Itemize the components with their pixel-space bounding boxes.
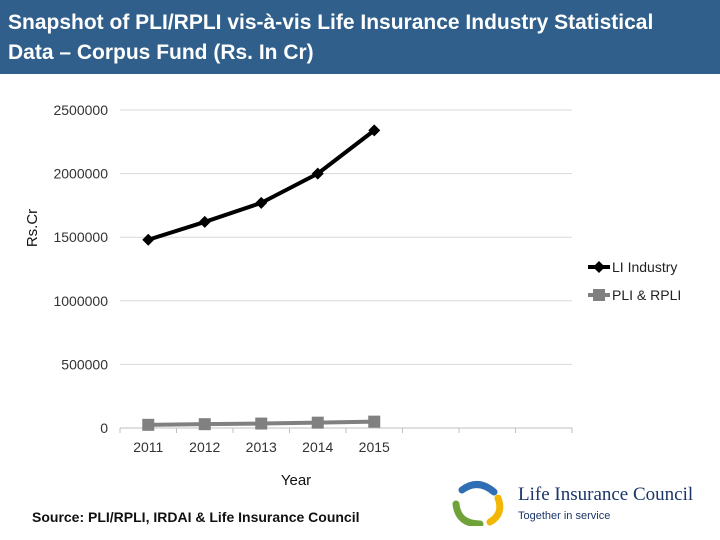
x-tick-label: 2014	[302, 439, 333, 455]
council-emblem-icon	[452, 481, 504, 528]
page-title: Snapshot of PLI/RPLI vis-à-vis Life Insu…	[8, 8, 710, 68]
x-tick-label: 2015	[359, 439, 390, 455]
legend-marker	[593, 261, 605, 273]
x-tick-label: 2013	[246, 439, 277, 455]
title-line-2: Data – Corpus Fund (Rs. In Cr)	[8, 41, 314, 64]
y-tick-label: 0	[100, 420, 108, 436]
data-point	[255, 196, 268, 209]
legend-label: LI Industry	[612, 259, 677, 275]
series-pli-rpli	[142, 415, 381, 431]
data-point	[142, 418, 155, 431]
x-tick-label: 2012	[189, 439, 220, 455]
x-axis-label: Year	[281, 472, 311, 489]
y-tick-label: 2500000	[53, 102, 108, 118]
data-point	[198, 215, 211, 228]
y-tick-label: 1500000	[53, 229, 108, 245]
life-insurance-council-logo: Life Insurance Council Together in servi…	[448, 480, 718, 528]
source-note: Source: PLI/RPLI, IRDAI & Life Insurance…	[32, 509, 360, 525]
data-point	[255, 417, 268, 430]
series-li-industry	[142, 124, 381, 246]
x-tick-label: 2011	[133, 439, 163, 455]
logo-tagline: Together in service	[518, 510, 611, 522]
axes: 0 500000 1000000 1500000 2000000 2500000 2011 2…	[53, 102, 573, 455]
legend: LI Industry PLI & RPLI	[588, 259, 681, 303]
y-tick-label: 2000000	[53, 166, 108, 182]
legend-item: LI Industry	[588, 259, 677, 275]
logo-name: Life Insurance Council	[518, 484, 694, 505]
series-line	[146, 128, 377, 242]
legend-item: PLI & RPLI	[588, 287, 681, 303]
title-line-1: Snapshot of PLI/RPLI vis-à-vis Life Insu…	[8, 11, 654, 34]
title-bar: Snapshot of PLI/RPLI vis-à-vis Life Insu…	[0, 0, 720, 74]
series	[142, 124, 381, 431]
legend-label: PLI & RPLI	[612, 287, 681, 303]
data-point	[368, 415, 381, 428]
y-tick-label: 1000000	[53, 293, 108, 309]
legend-marker	[593, 289, 605, 301]
data-point	[198, 418, 211, 431]
data-point	[311, 167, 324, 180]
corpus-fund-chart: 0 500000 1000000 1500000 2000000 2500000 2011 2…	[24, 102, 681, 489]
gridlines	[120, 109, 572, 429]
y-axis-label: Rs.Cr	[24, 209, 41, 247]
data-point	[311, 416, 324, 429]
data-point	[142, 233, 155, 246]
data-point	[368, 124, 381, 137]
y-tick-label: 500000	[61, 356, 108, 372]
